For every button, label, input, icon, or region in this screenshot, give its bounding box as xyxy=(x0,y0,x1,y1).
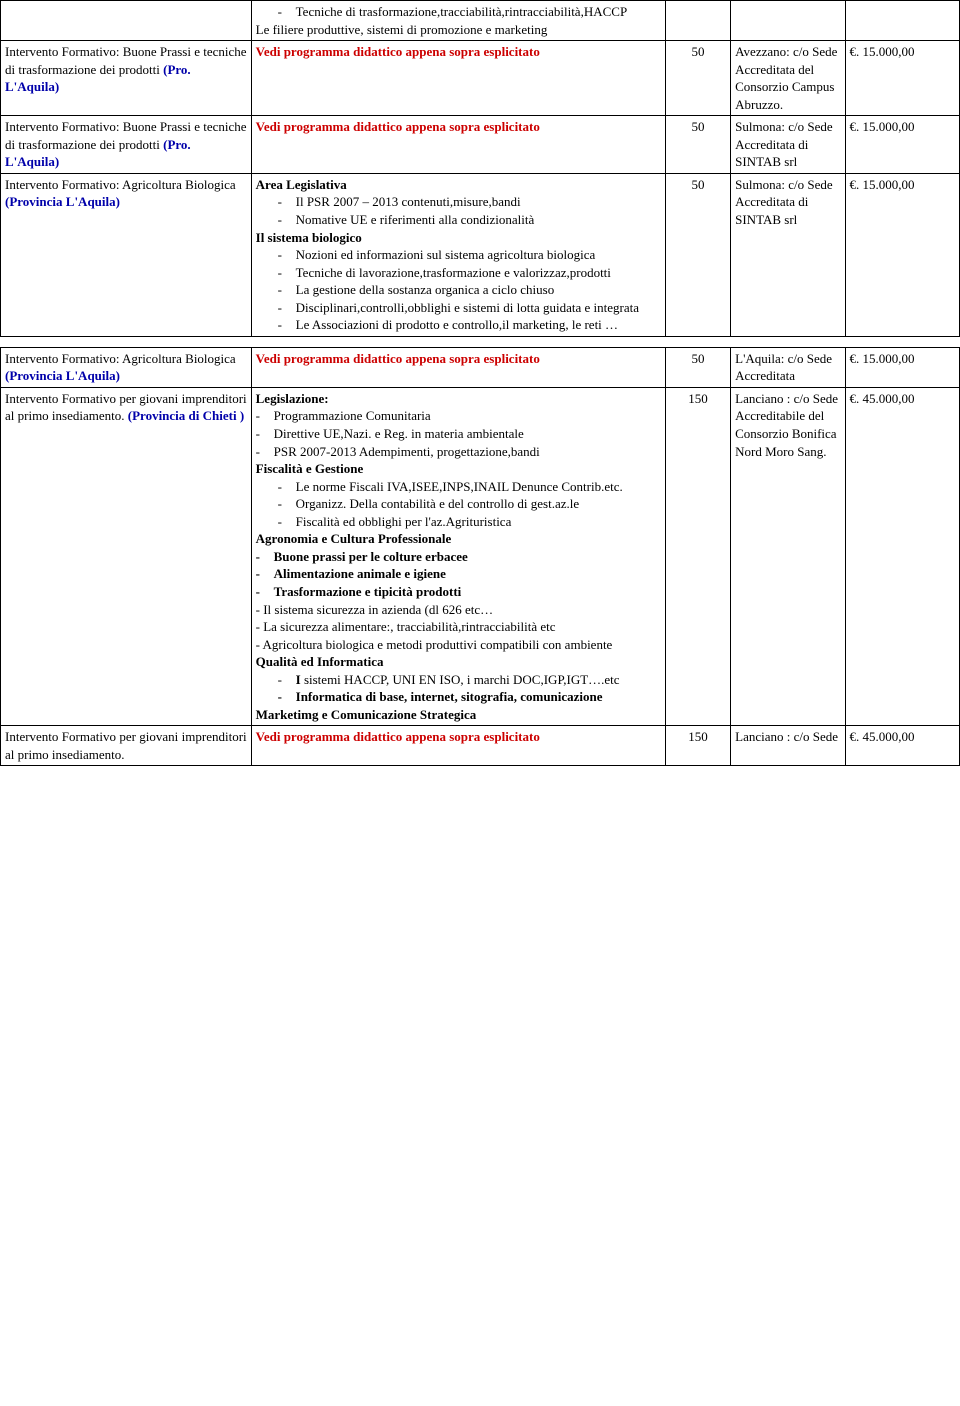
cell-intervento: Intervento Formativo per giovani imprend… xyxy=(1,726,252,766)
bullet-item: Le Associazioni di prodotto e controllo,… xyxy=(278,316,661,334)
section-heading: Il sistema biologico xyxy=(256,229,661,247)
cell-intervento: Intervento Formativo per giovani imprend… xyxy=(1,387,252,725)
bullet-item-plain: - Il sistema sicurezza in azienda (dl 62… xyxy=(256,601,661,619)
table-row: Intervento Formativo: Agricoltura Biolog… xyxy=(1,173,960,336)
cell-intervento: Intervento Formativo: Agricoltura Biolog… xyxy=(1,347,252,387)
bullet-list: Le norme Fiscali IVA,ISEE,INPS,INAIL Den… xyxy=(256,478,661,531)
section-heading: Fiscalità e Gestione xyxy=(256,460,661,478)
spacer-row xyxy=(1,336,960,347)
paragraph: Le filiere produttive, sistemi di promoz… xyxy=(256,21,661,39)
bullet-list: Buone prassi per le colture erbacee Alim… xyxy=(256,548,661,601)
programma-ref: Vedi programma didattico appena sopra es… xyxy=(256,119,540,134)
cell-programma: Vedi programma didattico appena sopra es… xyxy=(251,41,665,116)
bullet-item: Le norme Fiscali IVA,ISEE,INPS,INAIL Den… xyxy=(278,478,661,496)
cell-intervento: Intervento Formativo: Buone Prassi e tec… xyxy=(1,41,252,116)
cell-costo xyxy=(845,1,959,41)
cell-programma: Area Legislativa Il PSR 2007 – 2013 cont… xyxy=(251,173,665,336)
cell-ore: 50 xyxy=(665,173,730,336)
table-row: Tecniche di trasformazione,tracciabilità… xyxy=(1,1,960,41)
cell-sede: Sulmona: c/o Sede Accreditata di SINTAB … xyxy=(731,116,845,174)
section-heading: Area Legislativa xyxy=(256,176,661,194)
bullet-item: Informatica di base, internet, sitografi… xyxy=(278,688,661,706)
section-heading: Marketimg e Comunicazione Strategica xyxy=(256,706,661,724)
bullet-item: PSR 2007-2013 Adempimenti, progettazione… xyxy=(256,443,661,461)
intervento-text: Intervento Formativo: Agricoltura Biolog… xyxy=(5,351,236,366)
cell-costo: €. 15.000,00 xyxy=(845,173,959,336)
bullet-rest: sistemi HACCP, UNI EN ISO, i marchi DOC,… xyxy=(301,672,620,687)
section-heading: Agronomia e Cultura Professionale xyxy=(256,530,661,548)
bullet-item-plain: - La sicurezza alimentare:, tracciabilit… xyxy=(256,618,661,636)
cell-ore: 50 xyxy=(665,347,730,387)
bullet-item: La gestione della sostanza organica a ci… xyxy=(278,281,661,299)
cell-programma: Vedi programma didattico appena sopra es… xyxy=(251,116,665,174)
intervento-loc: (Provincia L'Aquila) xyxy=(5,194,120,209)
programma-ref: Vedi programma didattico appena sopra es… xyxy=(256,729,540,744)
bullet-item: Il PSR 2007 – 2013 contenuti,misure,band… xyxy=(278,193,661,211)
intervento-loc: (Provincia L'Aquila) xyxy=(5,368,120,383)
table-row: Intervento Formativo per giovani imprend… xyxy=(1,387,960,725)
intervento-text: Intervento Formativo: Buone Prassi e tec… xyxy=(5,44,247,77)
table-row: Intervento Formativo: Buone Prassi e tec… xyxy=(1,116,960,174)
table-row: Intervento Formativo: Buone Prassi e tec… xyxy=(1,41,960,116)
bullet-item-plain: - Agricoltura biologica e metodi produtt… xyxy=(256,636,661,654)
cell-ore: 50 xyxy=(665,116,730,174)
bullet-item: Alimentazione animale e igiene xyxy=(256,565,661,583)
programma-ref: Vedi programma didattico appena sopra es… xyxy=(256,44,540,59)
bullet-item: Trasformazione e tipicità prodotti xyxy=(256,583,661,601)
cell-sede: Lanciano : c/o Sede Accreditabile del Co… xyxy=(731,387,845,725)
cell-intervento: Intervento Formativo: Agricoltura Biolog… xyxy=(1,173,252,336)
cell-costo: €. 45.000,00 xyxy=(845,387,959,725)
table-row: Intervento Formativo: Agricoltura Biolog… xyxy=(1,347,960,387)
cell-intervento xyxy=(1,1,252,41)
cell-programma: Tecniche di trasformazione,tracciabilità… xyxy=(251,1,665,41)
cell-sede: Sulmona: c/o Sede Accreditata di SINTAB … xyxy=(731,173,845,336)
table-row: Intervento Formativo per giovani imprend… xyxy=(1,726,960,766)
cell-intervento: Intervento Formativo: Buone Prassi e tec… xyxy=(1,116,252,174)
bullet-item: Tecniche di lavorazione,trasformazione e… xyxy=(278,264,661,282)
intervento-loc: (Provincia di Chieti ) xyxy=(128,408,244,423)
cell-ore: 150 xyxy=(665,387,730,725)
cell-costo: €. 45.000,00 xyxy=(845,726,959,766)
bullet-item: Nomative UE e riferimenti alla condizion… xyxy=(278,211,661,229)
cell-ore: 50 xyxy=(665,41,730,116)
bullet-item: Fiscalità ed obblighi per l'az.Agrituris… xyxy=(278,513,661,531)
spacer-cell xyxy=(1,336,960,347)
bullet-item: Organizz. Della contabilità e del contro… xyxy=(278,495,661,513)
cell-programma: Vedi programma didattico appena sopra es… xyxy=(251,347,665,387)
programma-ref: Vedi programma didattico appena sopra es… xyxy=(256,351,540,366)
cell-costo: €. 15.000,00 xyxy=(845,347,959,387)
bullet-item: Direttive UE,Nazi. e Reg. in materia amb… xyxy=(256,425,661,443)
bullet-list: I sistemi HACCP, UNI EN ISO, i marchi DO… xyxy=(256,671,661,706)
bullet-list: Tecniche di trasformazione,tracciabilità… xyxy=(256,3,661,21)
intervento-text: Intervento Formativo per giovani imprend… xyxy=(5,729,247,762)
cell-costo: €. 15.000,00 xyxy=(845,116,959,174)
bullet-list: Il PSR 2007 – 2013 contenuti,misure,band… xyxy=(256,193,661,228)
cell-ore xyxy=(665,1,730,41)
cell-sede: Lanciano : c/o Sede xyxy=(731,726,845,766)
intervento-text: Intervento Formativo: Agricoltura Biolog… xyxy=(5,177,236,192)
cell-ore: 150 xyxy=(665,726,730,766)
cell-programma: Vedi programma didattico appena sopra es… xyxy=(251,726,665,766)
bullet-item: Programmazione Comunitaria xyxy=(256,407,661,425)
bullet-item: I sistemi HACCP, UNI EN ISO, i marchi DO… xyxy=(278,671,661,689)
cell-sede: Avezzano: c/o Sede Accreditata del Conso… xyxy=(731,41,845,116)
training-table: Tecniche di trasformazione,tracciabilità… xyxy=(0,0,960,766)
cell-programma: Legislazione: Programmazione Comunitaria… xyxy=(251,387,665,725)
bullet-list: Programmazione Comunitaria Direttive UE,… xyxy=(256,407,661,460)
cell-sede: L'Aquila: c/o Sede Accreditata xyxy=(731,347,845,387)
cell-costo: €. 15.000,00 xyxy=(845,41,959,116)
section-heading: Legislazione: xyxy=(256,390,661,408)
section-heading: Qualità ed Informatica xyxy=(256,653,661,671)
cell-sede xyxy=(731,1,845,41)
bullet-item: Disciplinari,controlli,obblighi e sistem… xyxy=(278,299,661,317)
bullet-item: Nozioni ed informazioni sul sistema agri… xyxy=(278,246,661,264)
bullet-list: Nozioni ed informazioni sul sistema agri… xyxy=(256,246,661,334)
intervento-text: Intervento Formativo: Buone Prassi e tec… xyxy=(5,119,247,152)
bullet-item: Buone prassi per le colture erbacee xyxy=(256,548,661,566)
bullet-item: Tecniche di trasformazione,tracciabilità… xyxy=(278,3,661,21)
